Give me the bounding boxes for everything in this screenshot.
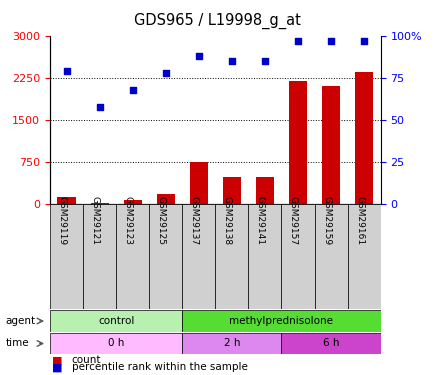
Bar [182, 310, 380, 332]
Bar [83, 204, 116, 309]
Text: 2 h: 2 h [223, 339, 240, 348]
Bar [182, 333, 281, 354]
Text: GSM29159: GSM29159 [321, 196, 330, 245]
Text: GSM29138: GSM29138 [222, 196, 231, 245]
Bar [347, 204, 380, 309]
Text: GSM29137: GSM29137 [189, 196, 198, 245]
Point [129, 87, 136, 93]
Text: count: count [72, 356, 101, 365]
Text: GSM29121: GSM29121 [90, 196, 99, 244]
Text: methylprednisolone: methylprednisolone [229, 316, 333, 326]
Bar [248, 204, 281, 309]
Bar [123, 201, 141, 204]
Point [63, 68, 70, 74]
Text: percentile rank within the sample: percentile rank within the sample [72, 363, 247, 372]
Text: ■: ■ [52, 356, 62, 365]
Bar [321, 86, 339, 204]
Bar [50, 204, 83, 309]
Text: GSM29125: GSM29125 [156, 196, 165, 244]
Bar [314, 204, 347, 309]
Bar [116, 204, 149, 309]
Text: GDS965 / L19998_g_at: GDS965 / L19998_g_at [134, 13, 300, 29]
Bar [90, 203, 108, 204]
Bar [281, 204, 314, 309]
Bar [182, 204, 215, 309]
Point [327, 38, 334, 44]
Bar [156, 194, 174, 204]
Bar [215, 204, 248, 309]
Bar [50, 310, 182, 332]
Bar [189, 162, 207, 204]
Bar [288, 81, 306, 204]
Point [294, 38, 301, 44]
Bar [281, 333, 380, 354]
Point [195, 53, 202, 59]
Bar [354, 72, 372, 204]
Bar [222, 177, 240, 204]
Bar [149, 204, 182, 309]
Text: GSM29141: GSM29141 [255, 196, 264, 244]
Bar [255, 177, 273, 204]
Text: time: time [6, 339, 29, 348]
Point [360, 38, 367, 44]
Point [96, 104, 103, 110]
Text: agent: agent [6, 316, 36, 326]
Text: 0 h: 0 h [108, 339, 124, 348]
Text: control: control [98, 316, 134, 326]
Text: GSM29123: GSM29123 [123, 196, 132, 244]
Text: GSM29119: GSM29119 [57, 196, 66, 245]
Text: 6 h: 6 h [322, 339, 339, 348]
Text: GSM29161: GSM29161 [354, 196, 363, 245]
Point [228, 58, 235, 64]
Bar [57, 197, 76, 204]
Point [162, 70, 169, 76]
Text: GSM29157: GSM29157 [288, 196, 297, 245]
Bar [50, 333, 182, 354]
Point [261, 58, 268, 64]
Text: ■: ■ [52, 363, 62, 372]
